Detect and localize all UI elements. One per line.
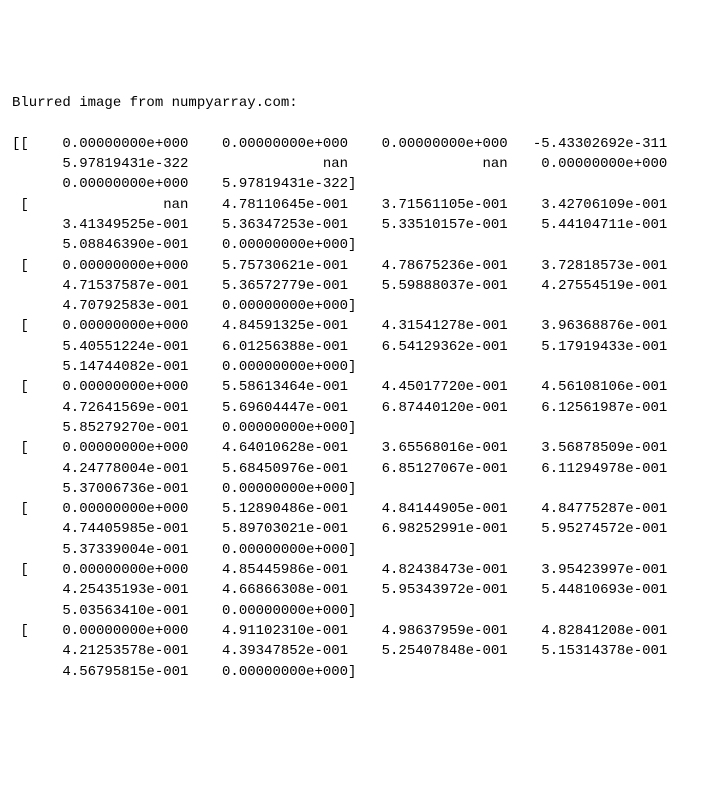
array-line: 5.14744082e-001 0.00000000e+000] [12, 357, 698, 377]
header-line: Blurred image from numpyarray.com: [12, 93, 698, 113]
array-line: 5.08846390e-001 0.00000000e+000] [12, 235, 698, 255]
numpy-array-output: [[ 0.00000000e+000 0.00000000e+000 0.000… [12, 134, 698, 682]
array-line: 4.25435193e-001 4.66866308e-001 5.953439… [12, 580, 698, 600]
array-line: [ 0.00000000e+000 4.84591325e-001 4.3154… [12, 316, 698, 336]
array-line: 4.71537587e-001 5.36572779e-001 5.598880… [12, 276, 698, 296]
array-line: [ 0.00000000e+000 5.58613464e-001 4.4501… [12, 377, 698, 397]
array-line: [ nan 4.78110645e-001 3.71561105e-001 3.… [12, 195, 698, 215]
array-line: 5.85279270e-001 0.00000000e+000] [12, 418, 698, 438]
array-line: 5.97819431e-322 nan nan 0.00000000e+000 [12, 154, 698, 174]
array-line: 3.41349525e-001 5.36347253e-001 5.335101… [12, 215, 698, 235]
array-line: 4.74405985e-001 5.89703021e-001 6.982529… [12, 519, 698, 539]
array-line: 4.21253578e-001 4.39347852e-001 5.254078… [12, 641, 698, 661]
array-line: 5.37339004e-001 0.00000000e+000] [12, 540, 698, 560]
array-line: 5.37006736e-001 0.00000000e+000] [12, 479, 698, 499]
array-line: 4.24778004e-001 5.68450976e-001 6.851270… [12, 459, 698, 479]
array-line: [ 0.00000000e+000 4.85445986e-001 4.8243… [12, 560, 698, 580]
array-line: 4.72641569e-001 5.69604447e-001 6.874401… [12, 398, 698, 418]
array-line: 5.03563410e-001 0.00000000e+000] [12, 601, 698, 621]
array-line: [ 0.00000000e+000 5.75730621e-001 4.7867… [12, 256, 698, 276]
array-line: [[ 0.00000000e+000 0.00000000e+000 0.000… [12, 134, 698, 154]
array-line: 5.40551224e-001 6.01256388e-001 6.541293… [12, 337, 698, 357]
array-line: 0.00000000e+000 5.97819431e-322] [12, 174, 698, 194]
array-line: 4.70792583e-001 0.00000000e+000] [12, 296, 698, 316]
array-line: [ 0.00000000e+000 4.64010628e-001 3.6556… [12, 438, 698, 458]
array-line: [ 0.00000000e+000 5.12890486e-001 4.8414… [12, 499, 698, 519]
array-line: 4.56795815e-001 0.00000000e+000] [12, 662, 698, 682]
